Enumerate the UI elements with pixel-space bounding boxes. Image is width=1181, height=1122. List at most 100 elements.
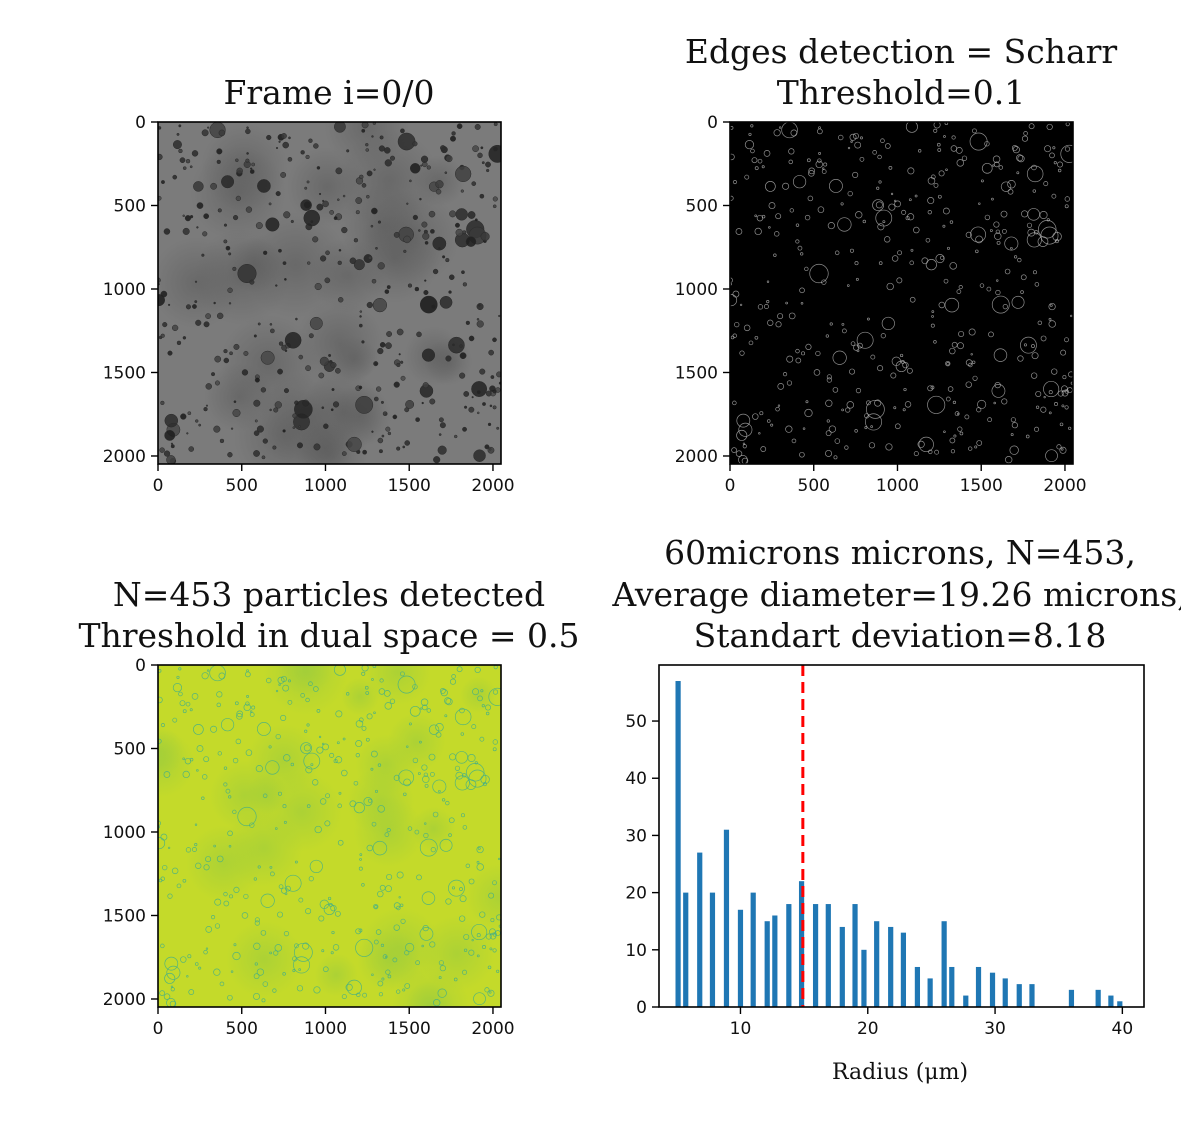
particle-edge <box>1040 335 1047 342</box>
particle-edge <box>849 368 856 375</box>
particle-edge <box>1046 123 1053 131</box>
particle <box>306 261 311 265</box>
particle-contour <box>396 871 404 879</box>
particle-contour <box>233 943 237 947</box>
particle-contour <box>400 918 406 924</box>
particle-contour <box>191 693 199 700</box>
particle <box>374 396 379 402</box>
particle <box>445 155 453 163</box>
particle-edge <box>977 399 987 410</box>
particle <box>321 406 325 410</box>
x-tick-label: 500 <box>226 1019 258 1039</box>
particle-contour <box>318 735 322 739</box>
particle <box>355 197 363 204</box>
particle-contour <box>463 948 468 952</box>
particle-contour <box>426 708 432 713</box>
particle-contour <box>196 769 199 772</box>
particle-edge <box>800 302 804 305</box>
particle <box>455 165 472 183</box>
histogram-bar <box>989 972 996 1007</box>
particle-contour <box>492 948 497 953</box>
particle-contour <box>213 968 221 976</box>
particle-edge <box>1049 303 1053 307</box>
particle-contour <box>309 859 323 873</box>
particle <box>198 423 202 427</box>
particle-contour <box>409 705 421 717</box>
particle-contour <box>287 699 293 705</box>
particle-edge <box>881 316 895 330</box>
particle-contour <box>330 951 334 955</box>
particle-contour <box>298 897 304 903</box>
particle-edge <box>931 315 934 318</box>
particle-edge <box>864 426 868 430</box>
particle-edge <box>767 319 774 326</box>
particle-contour <box>479 911 486 918</box>
particle-edge <box>968 328 976 336</box>
particle-contour <box>355 740 363 748</box>
particle-edge <box>1007 180 1016 189</box>
particle-contour <box>379 884 386 891</box>
particle-contour <box>171 867 179 875</box>
particle-edge <box>849 133 857 141</box>
particle <box>448 274 455 281</box>
particle <box>185 304 192 310</box>
particle-contour <box>420 698 429 706</box>
particle-contour <box>365 737 370 742</box>
particle <box>405 400 415 409</box>
particle-contour <box>232 809 237 815</box>
particle-contour <box>316 746 324 754</box>
particle-contour <box>293 942 313 962</box>
particle <box>424 241 429 245</box>
particle-edge <box>1007 188 1014 195</box>
particle-edge <box>1043 395 1046 399</box>
particle <box>164 429 176 441</box>
particle <box>389 155 396 161</box>
edges-title-line-2: Threshold=0.1 <box>777 73 1025 112</box>
particle <box>465 236 477 247</box>
particle-contour <box>201 796 205 800</box>
particle-contour <box>454 765 461 771</box>
y-tick-label: 500 <box>114 196 146 216</box>
particle <box>383 147 391 154</box>
particle-edge <box>844 445 849 450</box>
particle-edge <box>1064 204 1069 209</box>
particle <box>287 157 293 162</box>
particle-edge <box>846 284 850 287</box>
particle <box>253 450 260 457</box>
particle-edge <box>1061 404 1065 408</box>
histogram-title-line-1: 60microns microns, N=453, <box>664 533 1136 572</box>
particle-edge <box>821 279 827 285</box>
particle-contour <box>282 804 287 809</box>
particle-contour <box>223 766 228 770</box>
particle <box>290 219 294 224</box>
particle-edge <box>795 348 800 354</box>
particle-contour <box>334 910 341 917</box>
particle-edge <box>976 440 983 446</box>
particle <box>328 353 332 357</box>
particle-edge <box>802 427 806 430</box>
particle-edge <box>1000 181 1012 192</box>
particle-edge <box>764 181 776 192</box>
particle-edge <box>980 179 984 183</box>
edges-panel: Edges detection = Scharr Threshold=0.1 0… <box>675 32 1118 496</box>
particle-contour <box>237 806 257 827</box>
particle-edge <box>841 328 847 334</box>
particle <box>472 145 479 153</box>
particle-contour <box>420 707 423 710</box>
particle-contour <box>467 753 476 762</box>
particle-contour <box>407 826 413 831</box>
particle <box>448 336 465 354</box>
particle-contour <box>487 989 495 997</box>
particle-contour <box>319 798 327 805</box>
particle-edge <box>860 136 863 140</box>
particle-contour <box>205 856 212 863</box>
particle <box>269 408 272 412</box>
histogram-bar <box>1002 978 1008 1007</box>
particle <box>216 159 221 164</box>
particle-edge <box>1051 368 1058 375</box>
particle-contour <box>265 760 280 775</box>
particle-edge <box>837 217 852 232</box>
particle <box>488 448 492 451</box>
particle-edge <box>891 356 901 366</box>
particle-contour <box>488 990 492 994</box>
